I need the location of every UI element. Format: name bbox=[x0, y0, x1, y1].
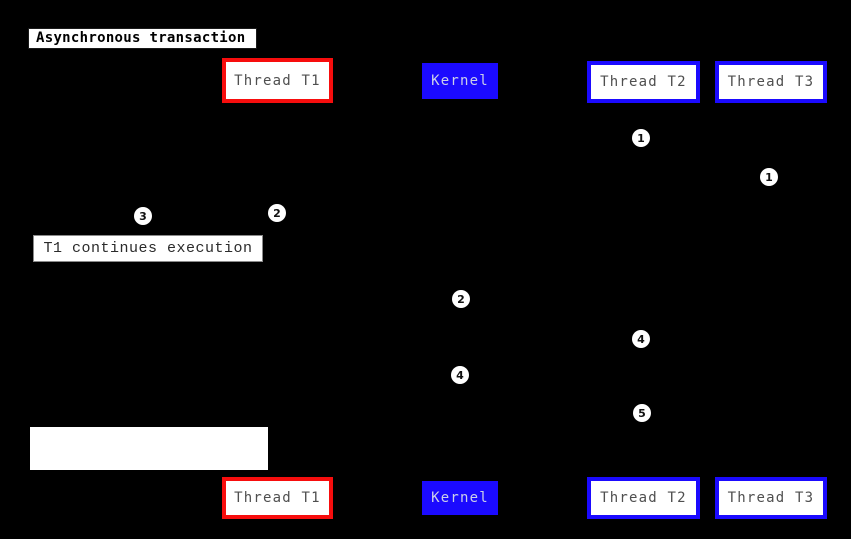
note-empty bbox=[30, 427, 268, 470]
sequence-number-badge: 1 bbox=[632, 129, 650, 147]
actor-box-thread-t3-top: Thread T3 bbox=[715, 61, 827, 103]
actor-box-thread-t2-bottom: Thread T2 bbox=[587, 477, 700, 519]
actor-box-thread-t3-bottom: Thread T3 bbox=[715, 477, 827, 519]
sequence-number-badge: 4 bbox=[451, 366, 469, 384]
lifeline-thread-t2 bbox=[642, 103, 644, 477]
diagram-title: Asynchronous transaction bbox=[28, 28, 257, 49]
sequence-number-badge: 1 bbox=[760, 168, 778, 186]
note-t1-continues-execution: T1 continues execution bbox=[33, 235, 263, 262]
sequence-number-badge: 2 bbox=[268, 204, 286, 222]
actor-box-thread-t1-top: Thread T1 bbox=[222, 58, 333, 103]
actor-box-thread-t1-bottom: Thread T1 bbox=[222, 477, 333, 519]
sequence-number-badge: 3 bbox=[134, 207, 152, 225]
lifeline-thread-t3 bbox=[770, 103, 772, 477]
actor-box-thread-t2-top: Thread T2 bbox=[587, 61, 700, 103]
actor-box-kernel-top: Kernel bbox=[422, 63, 498, 99]
sequence-number-badge: 2 bbox=[452, 290, 470, 308]
sequence-number-badge: 4 bbox=[632, 330, 650, 348]
actor-box-kernel-bottom: Kernel bbox=[422, 481, 498, 515]
sequence-number-badge: 5 bbox=[633, 404, 651, 422]
lifeline-thread-t1 bbox=[276, 103, 278, 477]
